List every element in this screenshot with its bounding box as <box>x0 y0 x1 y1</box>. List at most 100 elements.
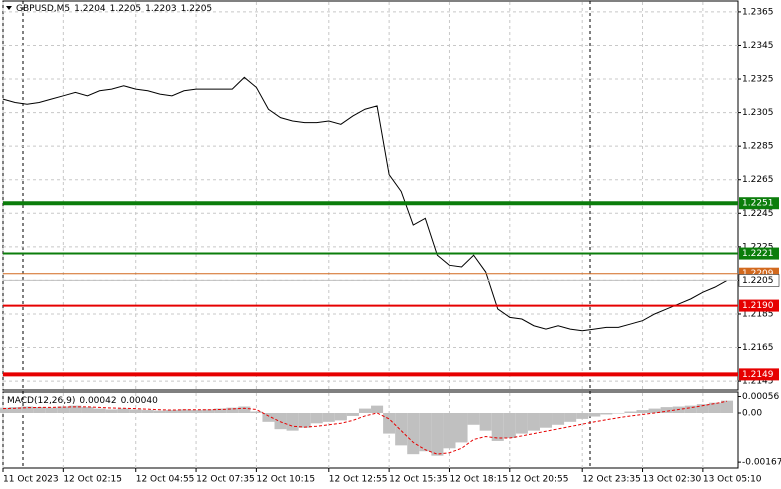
macd-bar <box>588 413 601 417</box>
level-label-box <box>739 247 779 260</box>
x-tick-label: 12 Oct 15:35 <box>389 475 448 485</box>
level-label: 1.2190 <box>742 301 774 311</box>
macd-bar <box>539 413 553 428</box>
macd-bar <box>33 407 46 413</box>
x-tick-label: 12 Oct 20:55 <box>510 475 569 485</box>
macd-bar <box>612 413 625 414</box>
y-tick-label: 1.2325 <box>742 75 774 85</box>
macd-bar <box>684 405 697 413</box>
macd-bar <box>564 413 577 422</box>
macd-bar <box>503 413 516 438</box>
main-pane <box>2 0 739 391</box>
level-label: 1.2251 <box>742 199 774 209</box>
macd-bar <box>117 408 130 413</box>
macd-bar <box>636 410 649 413</box>
y-tick-label: 1.2365 <box>742 7 774 17</box>
macd-bar <box>443 413 456 449</box>
macd-bar <box>129 409 142 413</box>
macd-bar <box>346 413 359 416</box>
macd-bar <box>298 413 311 428</box>
x-tick-label: 13 Oct 02:30 <box>643 475 702 485</box>
y-tick-label: 1.2245 <box>742 209 774 219</box>
y-tick-label: 0.00 <box>742 409 762 419</box>
macd-bar <box>238 406 251 413</box>
macd-bar <box>431 413 444 456</box>
header: GBPUSD,M5 1.2204 1.2205 1.2203 1.2205 <box>16 4 216 14</box>
macd-bar <box>105 409 118 413</box>
macd-bar <box>81 407 94 413</box>
indicator-value: 0.00042 <box>79 396 117 406</box>
macd-bar <box>0 407 10 413</box>
macd-bar <box>395 413 408 446</box>
x-tick-label: 12 Oct 23:35 <box>582 475 641 485</box>
macd-bar <box>262 413 275 422</box>
symbol: GBPUSD,M5 <box>16 4 71 14</box>
level-label: 1.2221 <box>742 249 774 259</box>
x-tick-label: 12 Oct 02:15 <box>63 475 122 485</box>
macd-bar <box>202 409 215 413</box>
y-tick-label: -0.00167 <box>742 458 781 468</box>
level-label-box <box>738 274 780 287</box>
macd-bar <box>93 408 106 413</box>
macd-bar <box>527 413 540 431</box>
x-tick-label: 13 Oct 05:10 <box>703 475 762 485</box>
macd-bar <box>286 413 299 431</box>
macd-bar <box>177 409 191 413</box>
macd-bar <box>383 413 396 434</box>
macd-bar <box>9 407 22 413</box>
macd-bar <box>491 413 504 441</box>
y-tick-label: 1.2265 <box>742 175 774 185</box>
level-label-box <box>739 197 779 210</box>
macd-bar <box>660 407 673 413</box>
macd-bar <box>720 400 734 413</box>
y-tick-label: 1.2185 <box>742 309 774 319</box>
macd-bar <box>552 413 565 425</box>
price-line <box>2 76 728 332</box>
y-tick-label: 1.2145 <box>742 377 774 387</box>
macd-bar <box>141 410 154 413</box>
ohlc: 1.2204 <box>74 4 106 14</box>
macd-bar <box>226 407 239 413</box>
macd-bar <box>334 413 347 421</box>
x-tick-label: 12 Oct 10:15 <box>256 475 315 485</box>
macd-bar <box>407 413 420 455</box>
indicator-value: 0.00040 <box>120 396 158 406</box>
macd-bar <box>190 410 203 413</box>
x-tick-label: 11 Oct 2023 <box>3 475 59 485</box>
y-tick-label: 1.2305 <box>742 108 774 118</box>
ohlc: 1.2203 <box>145 4 177 14</box>
level-label-box <box>739 299 779 312</box>
macd-bar <box>310 413 323 424</box>
x-tick-label: 12 Oct 12:55 <box>329 475 388 485</box>
y-tick-label: 1.2345 <box>742 41 774 51</box>
macd-bar <box>57 406 70 413</box>
macd-bar <box>45 407 58 413</box>
macd-bar <box>648 408 661 413</box>
macd-bar <box>624 411 637 413</box>
macd-bar <box>153 410 166 413</box>
level-label: 1.2205 <box>742 276 774 286</box>
x-tick-label: 12 Oct 07:35 <box>196 475 255 485</box>
level-label-box <box>739 368 779 381</box>
level-label: 1.2149 <box>742 370 774 380</box>
macd-bar <box>467 413 480 425</box>
macd-bar <box>419 413 432 452</box>
macd-bar <box>358 408 372 413</box>
macd-bar <box>696 404 709 413</box>
ohlc: 1.2205 <box>109 4 142 14</box>
macd-bar <box>322 413 335 422</box>
y-tick-label: 1.2165 <box>742 343 774 353</box>
macd-bar <box>515 413 528 434</box>
macd-bar <box>250 411 263 413</box>
x-tick-label: 12 Oct 18:15 <box>449 475 508 485</box>
macd-bar <box>708 402 721 413</box>
macd-bar <box>214 408 227 413</box>
macd-bar <box>479 413 492 431</box>
indicator-name: MACD(12,26,9) <box>7 396 76 406</box>
macd-bar <box>69 405 82 413</box>
macd-header: MACD(12,26,9) 0.00042 0.00040 <box>7 396 162 406</box>
macd-bar <box>600 413 613 415</box>
macd-bar <box>165 410 178 413</box>
